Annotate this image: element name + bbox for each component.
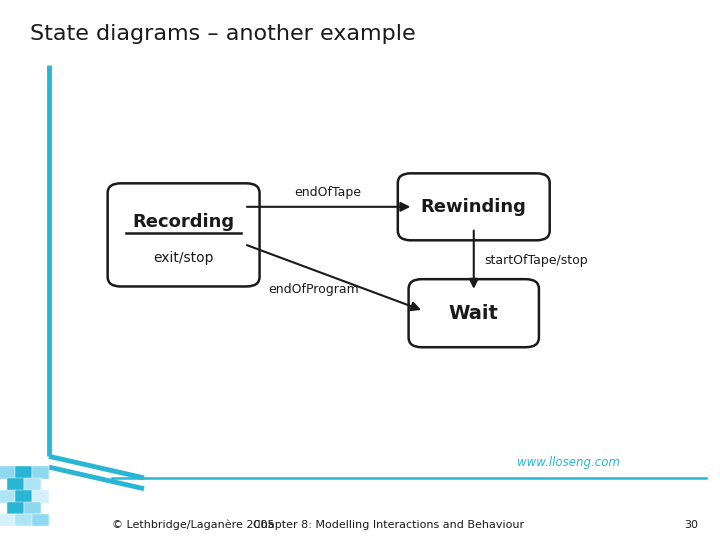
FancyBboxPatch shape xyxy=(108,184,260,287)
Text: startOfTape/stop: startOfTape/stop xyxy=(484,254,588,267)
Text: Recording: Recording xyxy=(132,213,235,231)
Text: endOfProgram: endOfProgram xyxy=(268,283,359,296)
Text: www.lloseng.com: www.lloseng.com xyxy=(517,456,621,469)
FancyBboxPatch shape xyxy=(397,173,550,240)
Text: endOfTape: endOfTape xyxy=(294,186,361,199)
Text: State diagrams – another example: State diagrams – another example xyxy=(30,24,416,44)
Text: © Lethbridge/Laganère 2005: © Lethbridge/Laganère 2005 xyxy=(112,520,274,530)
Text: 30: 30 xyxy=(685,520,698,530)
Text: Wait: Wait xyxy=(449,303,499,323)
Text: exit/stop: exit/stop xyxy=(153,251,214,265)
FancyBboxPatch shape xyxy=(409,279,539,347)
Text: Rewinding: Rewinding xyxy=(420,198,527,216)
Text: Chapter 8: Modelling Interactions and Behaviour: Chapter 8: Modelling Interactions and Be… xyxy=(253,520,524,530)
